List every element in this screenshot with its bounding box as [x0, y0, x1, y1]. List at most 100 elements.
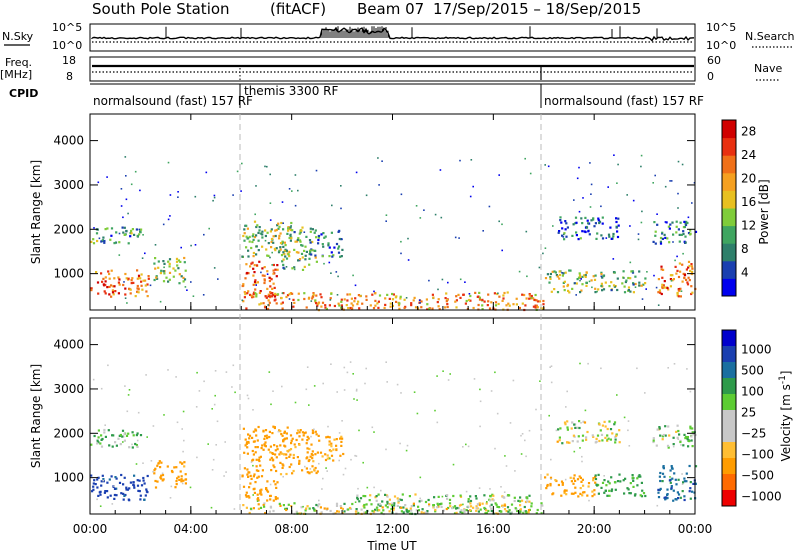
scatter-cell [604, 281, 607, 284]
scatter-cell [104, 292, 107, 295]
scatter-cell [172, 267, 175, 270]
scatter-cell [261, 236, 264, 239]
scatter-cell [546, 473, 549, 476]
scatter-cell [632, 199, 635, 202]
scatter-cell [604, 425, 607, 428]
scatter-cell [184, 478, 187, 481]
scatter-cell [375, 495, 378, 498]
scatter-cell [249, 265, 252, 268]
scatter-cell [405, 508, 408, 512]
scatter-cell [640, 165, 642, 168]
scatter-cell [311, 249, 314, 252]
scatter-cell [131, 446, 134, 449]
nsearch-label: N.Search [745, 30, 795, 43]
scatter-cell [282, 251, 285, 254]
scatter-cell [312, 460, 315, 463]
scatter-cell [261, 230, 264, 233]
scatter-cell [251, 261, 254, 264]
scatter-cell [259, 232, 262, 235]
scatter-cell [550, 290, 553, 293]
scatter-cell [335, 242, 339, 246]
scatter-cell [661, 237, 664, 240]
scatter-cell [314, 466, 317, 470]
scatter-cell [598, 439, 601, 443]
scatter-cell [600, 234, 603, 237]
scatter-cell [597, 492, 600, 495]
scatter-cell [311, 240, 314, 244]
scatter-cell [253, 236, 257, 239]
scatter-cell [269, 458, 272, 461]
scatter-cell [135, 444, 138, 447]
scatter-cell [279, 444, 282, 447]
scatter-cell [656, 504, 659, 507]
scatter-cell [306, 451, 309, 454]
scatter-cell [378, 503, 381, 506]
scatter-cell [243, 296, 246, 299]
scatter-cell [594, 477, 598, 481]
scatter-cell [236, 170, 239, 173]
scatter-cell [179, 470, 182, 473]
scatter-cell [616, 235, 620, 239]
scatter-cell [505, 510, 508, 513]
scatter-cell [274, 249, 277, 252]
scatter-cell [593, 278, 597, 281]
scatter-cell [205, 171, 208, 174]
scatter-cell [542, 252, 544, 255]
scatter-cell [157, 266, 160, 269]
scatter-cell [579, 237, 582, 240]
scatter-cell [181, 462, 184, 465]
scatter-cell [293, 301, 296, 304]
scatter-cell [274, 496, 277, 499]
scatter-cell [248, 437, 251, 440]
scatter-cell [305, 507, 308, 510]
scatter-cell [176, 477, 179, 480]
scatter-cell [317, 236, 320, 239]
scatter-cell [165, 276, 168, 279]
scatter-cell [178, 282, 181, 285]
scatter-cell [681, 163, 684, 166]
scatter-cell [568, 441, 571, 444]
scatter-cell [403, 306, 406, 309]
scatter-cell [108, 277, 111, 280]
scatter-cell [468, 293, 471, 295]
scatter-cell [335, 444, 338, 447]
scatter-cell [325, 467, 327, 469]
scatter-cell [455, 306, 458, 309]
scatter-cell [640, 481, 643, 484]
scatter-cell [260, 302, 263, 305]
scatter-cell [662, 284, 665, 287]
scatter-cell [260, 475, 264, 478]
scatter-cell [111, 445, 114, 448]
scatter-cell [613, 271, 616, 274]
scatter-cell [533, 298, 536, 302]
scatter-cell [280, 302, 283, 305]
scatter-cell [690, 439, 693, 442]
scatter-cell [425, 298, 428, 301]
scatter-cell [281, 434, 284, 437]
scatter-cell [126, 488, 129, 491]
scatter-cell [574, 491, 577, 494]
scatter-cell [157, 462, 160, 465]
scatter-cell [659, 434, 662, 437]
scatter-cell [427, 498, 430, 502]
scatter-cell [280, 452, 284, 455]
scatter-cell [322, 245, 325, 248]
scatter-cell [616, 277, 619, 280]
scatter-cell [549, 276, 552, 279]
scatter-cell [495, 503, 498, 506]
scatter-cell [563, 490, 566, 493]
scatter-cell [571, 234, 574, 237]
scatter-cell [689, 497, 692, 500]
scatter-cell [266, 270, 269, 273]
scatter-cell [350, 458, 352, 461]
scatter-cell [670, 486, 673, 489]
scatter-cell [293, 231, 296, 234]
scatter-cell [143, 498, 146, 501]
scatter-cell [108, 272, 111, 276]
scatter-cell [283, 430, 286, 433]
scatter-cell [419, 476, 422, 479]
scatter-cell [671, 279, 674, 282]
y-tick-label: 2000 [53, 426, 84, 440]
scatter-cell [481, 502, 484, 505]
scatter-cell [246, 473, 249, 476]
